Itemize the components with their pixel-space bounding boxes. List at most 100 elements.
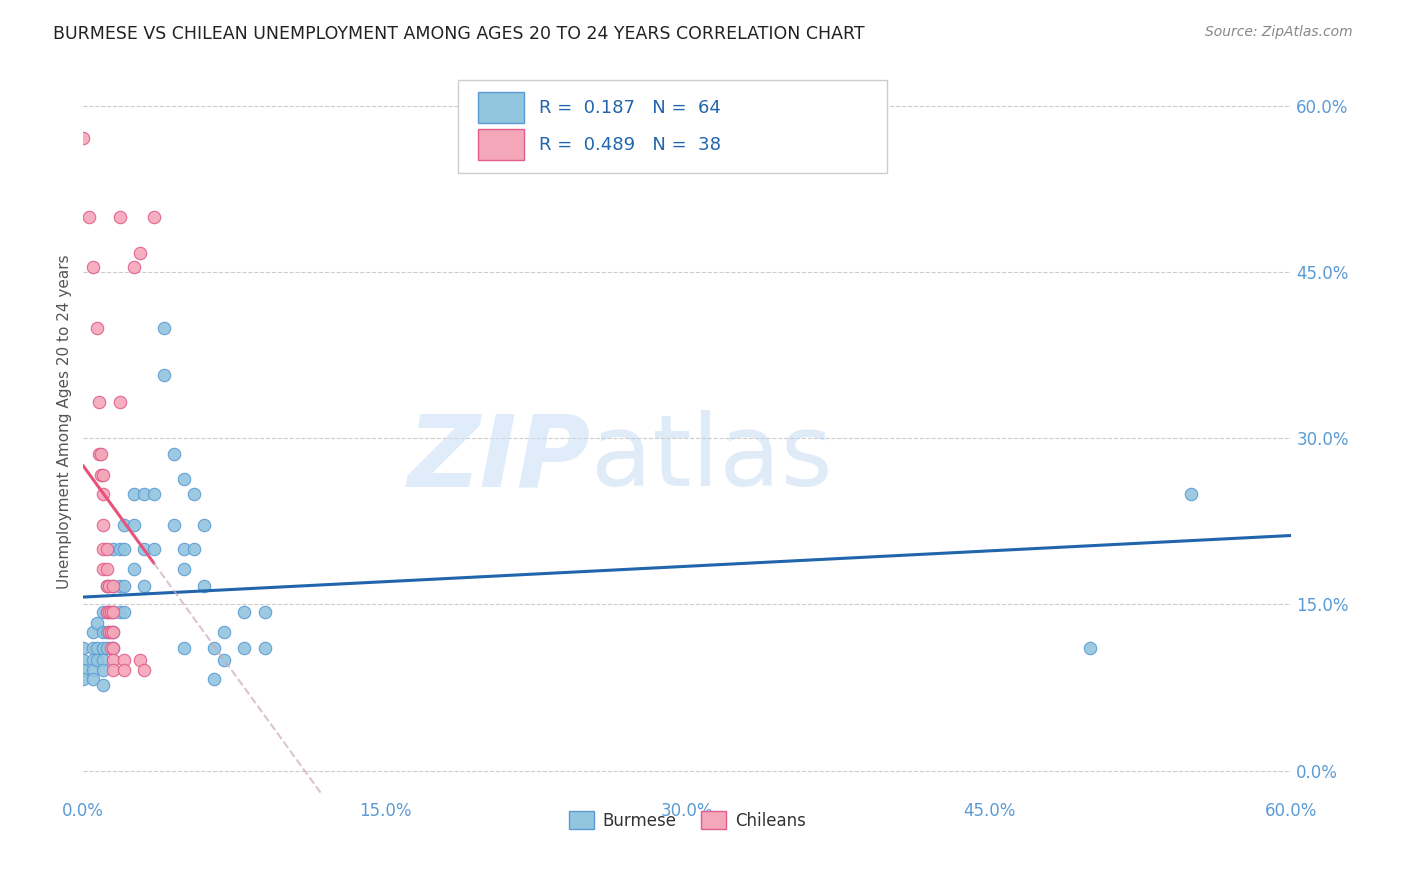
Point xyxy=(72,131,94,145)
Point xyxy=(96,541,118,556)
Point xyxy=(79,210,101,224)
Text: R =  0.187   N =  64: R = 0.187 N = 64 xyxy=(538,99,721,117)
Point xyxy=(128,653,150,667)
Point xyxy=(103,653,125,667)
Point xyxy=(90,467,112,482)
Point xyxy=(132,541,155,556)
Point xyxy=(112,541,135,556)
Point xyxy=(103,578,125,592)
Point xyxy=(72,663,94,677)
Point xyxy=(89,447,111,461)
Point xyxy=(112,517,135,532)
Point xyxy=(96,605,118,619)
Point xyxy=(103,625,125,640)
Point xyxy=(183,541,205,556)
Point xyxy=(153,320,176,334)
Point xyxy=(86,616,108,631)
Point xyxy=(112,605,135,619)
Point xyxy=(108,578,131,592)
Point xyxy=(103,605,125,619)
Point xyxy=(82,625,104,640)
Point xyxy=(96,640,118,655)
Point xyxy=(112,578,135,592)
Point xyxy=(132,663,155,677)
Point xyxy=(253,605,276,619)
Point xyxy=(193,578,215,592)
Point xyxy=(122,486,145,500)
Text: Source: ZipAtlas.com: Source: ZipAtlas.com xyxy=(1205,25,1353,39)
Point xyxy=(93,467,115,482)
Point xyxy=(93,541,115,556)
Point xyxy=(163,447,186,461)
Point xyxy=(82,653,104,667)
Point xyxy=(93,653,115,667)
Point xyxy=(103,640,125,655)
Point xyxy=(93,625,115,640)
Point xyxy=(89,394,111,409)
Point xyxy=(202,672,225,686)
Point xyxy=(163,517,186,532)
Point xyxy=(100,640,122,655)
Point xyxy=(1180,486,1202,500)
Point xyxy=(173,541,195,556)
Point xyxy=(1078,640,1101,655)
Point xyxy=(212,653,235,667)
Point xyxy=(142,210,165,224)
Point xyxy=(183,486,205,500)
Text: R =  0.489   N =  38: R = 0.489 N = 38 xyxy=(538,136,721,154)
Bar xyxy=(478,92,524,123)
Point xyxy=(153,368,176,383)
Point xyxy=(108,210,131,224)
Text: atlas: atlas xyxy=(591,410,832,508)
Point xyxy=(82,663,104,677)
Point xyxy=(82,260,104,274)
Point xyxy=(98,625,121,640)
Point xyxy=(108,541,131,556)
Point xyxy=(212,625,235,640)
Point xyxy=(96,625,118,640)
FancyBboxPatch shape xyxy=(458,80,887,173)
Bar xyxy=(478,129,524,161)
Point xyxy=(93,517,115,532)
Point xyxy=(128,246,150,260)
Point xyxy=(82,640,104,655)
Point xyxy=(173,640,195,655)
Point xyxy=(86,653,108,667)
Point xyxy=(233,605,256,619)
Point xyxy=(142,486,165,500)
Point xyxy=(72,672,94,686)
Point xyxy=(173,562,195,576)
Point xyxy=(132,578,155,592)
Point xyxy=(93,640,115,655)
Point xyxy=(86,640,108,655)
Point xyxy=(173,472,195,486)
Point xyxy=(98,578,121,592)
Point xyxy=(122,517,145,532)
Point xyxy=(112,663,135,677)
Text: BURMESE VS CHILEAN UNEMPLOYMENT AMONG AGES 20 TO 24 YEARS CORRELATION CHART: BURMESE VS CHILEAN UNEMPLOYMENT AMONG AG… xyxy=(53,25,865,43)
Point xyxy=(98,605,121,619)
Y-axis label: Unemployment Among Ages 20 to 24 years: Unemployment Among Ages 20 to 24 years xyxy=(58,254,72,589)
Point xyxy=(93,663,115,677)
Point xyxy=(103,541,125,556)
Point xyxy=(72,640,94,655)
Point xyxy=(132,486,155,500)
Point xyxy=(108,605,131,619)
Point xyxy=(103,578,125,592)
Point xyxy=(100,625,122,640)
Point xyxy=(233,640,256,655)
Point xyxy=(72,653,94,667)
Point xyxy=(82,672,104,686)
Text: ZIP: ZIP xyxy=(408,410,591,508)
Point xyxy=(108,394,131,409)
Point xyxy=(122,260,145,274)
Point xyxy=(193,517,215,532)
Point xyxy=(112,653,135,667)
Point xyxy=(100,605,122,619)
Point xyxy=(96,578,118,592)
Point xyxy=(103,625,125,640)
Point xyxy=(96,578,118,592)
Point xyxy=(122,562,145,576)
Point xyxy=(202,640,225,655)
Point xyxy=(93,605,115,619)
